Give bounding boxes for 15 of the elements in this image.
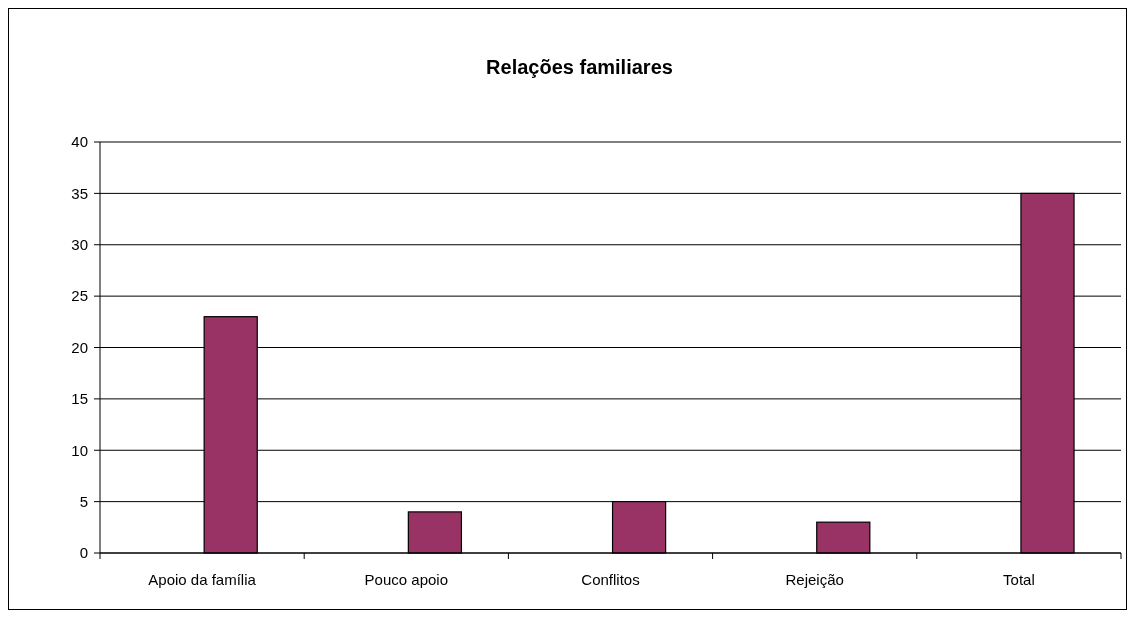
y-tick-label: 5 <box>79 492 88 510</box>
y-tick-label: 20 <box>71 338 88 356</box>
y-tick-label: 25 <box>71 287 88 305</box>
x-tick-label: Apoio da família <box>148 571 257 588</box>
chart-title: Relações familiares <box>486 56 673 78</box>
y-tick-label: 15 <box>71 390 88 408</box>
y-tick-label: 30 <box>71 236 88 253</box>
y-tick-label: 35 <box>71 184 88 202</box>
x-tick-label: Pouco apoio <box>364 571 448 588</box>
x-tick-label: Conflitos <box>581 571 640 588</box>
y-tick-label: 10 <box>71 441 88 459</box>
y-tick-label: 40 <box>71 133 88 151</box>
y-tick-label: 0 <box>79 544 88 562</box>
x-tick-label: Total <box>1003 571 1035 588</box>
x-tick-label: Rejeição <box>785 571 844 588</box>
